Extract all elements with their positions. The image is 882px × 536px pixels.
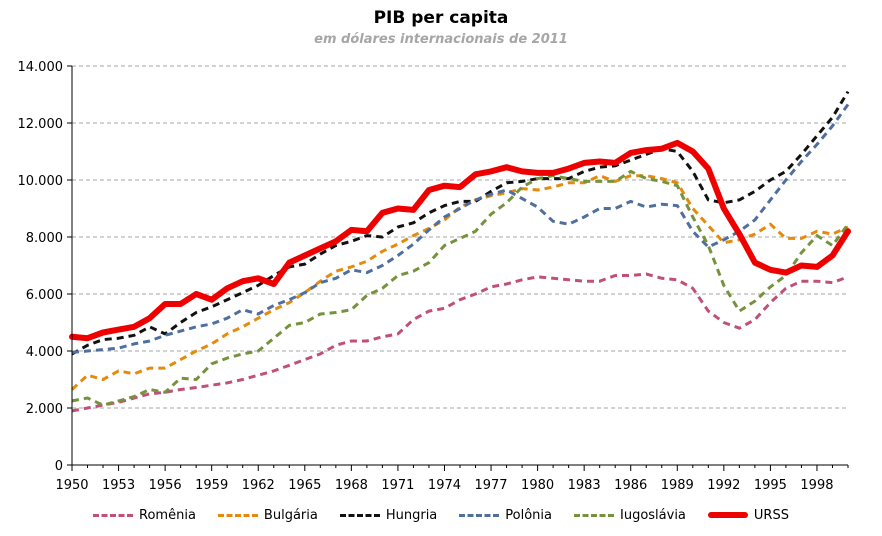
y-tick-label: 10.000 (18, 174, 64, 189)
y-tick-label: 4.000 (26, 345, 63, 360)
legend-label: Polônia (505, 507, 552, 523)
x-tick-label: 1989 (661, 478, 694, 493)
legend-item: Iugoslávia (574, 508, 686, 523)
legend-swatch (93, 513, 134, 517)
legend-label: URSS (753, 507, 789, 523)
x-tick-label: 1971 (381, 478, 414, 493)
y-tick-label: 6.000 (26, 288, 63, 303)
series-line-iugoslávia (71, 169, 850, 407)
x-tick-label: 1974 (428, 478, 461, 493)
series-lines (69, 90, 851, 413)
x-tick-label: 1959 (195, 478, 228, 493)
axes (71, 66, 848, 466)
legend: Romênia Bulgária Hungria Polônia Iugoslávia U… (0, 504, 882, 526)
legend-item: Polônia (459, 508, 552, 523)
y-tick-label: 12.000 (18, 117, 64, 132)
series-line-urss (69, 139, 851, 342)
legend-swatch (707, 512, 748, 518)
legend-label: Iugoslávia (620, 507, 686, 523)
y-tick-label: 2.000 (26, 402, 63, 417)
y-axis-ticks: 0 2.000 4.000 6.000 8.000 10.000 12.000 14.000 (18, 60, 72, 474)
legend-item: Hungria (339, 507, 438, 523)
x-tick-label: 1956 (149, 478, 182, 493)
series-line-bulgária (70, 174, 849, 391)
legend-label: Hungria (385, 507, 438, 523)
legend-item: URSS (707, 507, 789, 523)
legend-swatch (574, 513, 614, 517)
x-tick-label: 1977 (474, 478, 507, 493)
y-tick-label: 14.000 (18, 60, 64, 75)
y-tick-label: 8.000 (26, 231, 63, 246)
x-tick-label: 1995 (754, 478, 787, 493)
x-tick-label: 1983 (568, 478, 601, 493)
legend-label: Bulgária (263, 507, 318, 523)
y-tick-label: 0 (55, 459, 63, 474)
x-tick-label: 1992 (707, 478, 740, 493)
x-tick-label: 1953 (102, 478, 135, 493)
series-line-romênia (71, 272, 849, 413)
chart-title: PIB per capita (373, 8, 509, 28)
x-axis-ticks: 1950 1953 1956 1959 1962 1965 1968 1971 1974 1977… (55, 465, 849, 493)
legend-item: Bulgária (217, 507, 318, 523)
series-line-polônia (71, 103, 850, 354)
x-tick-label: 1965 (288, 478, 321, 493)
x-tick-label: 1962 (242, 478, 275, 493)
x-tick-label: 1986 (614, 478, 647, 493)
gridlines (72, 65, 848, 409)
legend-item: Romênia (93, 508, 196, 523)
legend-swatch (217, 513, 258, 517)
legend-label: Romênia (139, 507, 196, 523)
x-tick-label: 1950 (55, 478, 88, 493)
chart-subtitle: em dólares internacionais de 2011 (314, 32, 568, 47)
x-tick-label: 1968 (335, 478, 368, 493)
x-tick-label: 1980 (521, 478, 554, 493)
legend-swatch (339, 513, 380, 517)
x-tick-label: 1998 (800, 478, 833, 493)
legend-swatch (459, 513, 500, 517)
